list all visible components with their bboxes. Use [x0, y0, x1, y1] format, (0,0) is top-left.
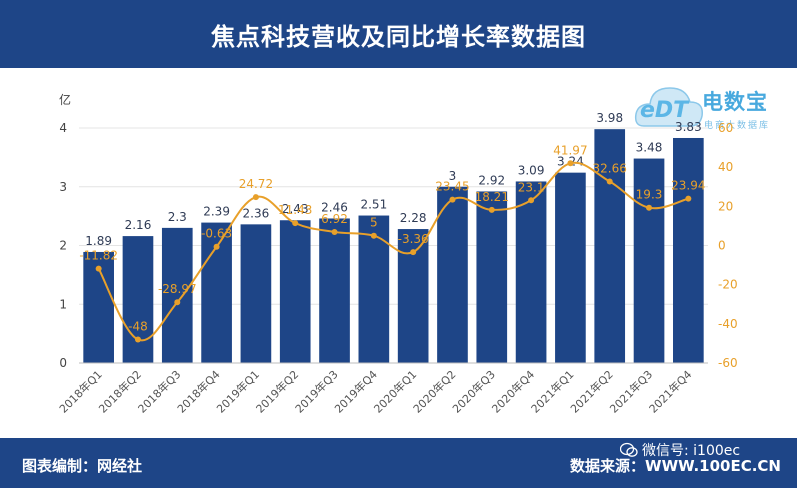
bar [515, 181, 547, 363]
y-axis-tick-label: 1 [59, 297, 67, 311]
bar [161, 227, 193, 363]
growth-value-label: 18.21 [475, 190, 509, 204]
y-axis-tick-label: 4 [59, 121, 67, 135]
growth-point [174, 299, 181, 306]
growth-value-label: 6.92 [321, 212, 348, 226]
bar-value-label: 3.83 [675, 120, 702, 134]
logo-mark: eDT [640, 98, 689, 123]
y2-axis-tick-label: 60 [718, 121, 733, 135]
footer-source: 数据来源：WWW.100EC.CN [570, 457, 781, 475]
growth-value-label: 23.45 [435, 180, 469, 194]
chart-canvas: 0 1 2 3 4 亿 -60 -40 -20 0 20 40 60 1.89 2.16 2.3 2.39 2.3… [56, 92, 738, 416]
growth-point [606, 178, 613, 185]
y2-axis-tick-label: -40 [718, 317, 738, 331]
growth-value-label: -11.82 [79, 249, 118, 263]
bar-value-label: 2.36 [243, 206, 270, 220]
logo-subtitle: 电商大数据库 [704, 121, 771, 131]
wechat-icon [620, 442, 638, 457]
growth-line [97, 161, 689, 342]
bar-value-label: 2.16 [125, 218, 152, 232]
growth-point [95, 265, 102, 272]
growth-point [488, 206, 495, 213]
growth-value-label: 24.72 [239, 177, 273, 191]
bar [633, 158, 665, 363]
bar-value-label: 2.51 [360, 198, 387, 212]
growth-point [449, 196, 456, 203]
footer-credit: 图表编制：网经社 [22, 457, 143, 475]
edt-logo: eDT 电数宝 电商大数据库 [632, 74, 792, 138]
growth-point [134, 336, 141, 343]
bar [437, 186, 468, 363]
y2-axis-tick-label: -20 [718, 278, 738, 292]
growth-value-label: 41.97 [553, 143, 587, 157]
growth-point [292, 220, 299, 227]
chart-footer: 图表编制：网经社 数据来源：WWW.100EC.CN [0, 438, 797, 488]
growth-point [331, 228, 338, 235]
growth-value-label: 23.1 [518, 180, 545, 194]
growth-value-label: 32.66 [593, 162, 627, 176]
bar [122, 236, 154, 363]
y-axis-title: 亿 [59, 92, 71, 107]
bar [594, 129, 626, 363]
growth-value-label: -48 [128, 320, 148, 334]
bar-value-label: 2.3 [168, 210, 187, 224]
bar-value-label: 2.39 [203, 205, 230, 219]
y2-axis-tick-label: 0 [718, 239, 726, 253]
bar-value-label: 3.09 [518, 163, 545, 177]
y-axis-tick-label: 2 [59, 239, 67, 253]
wechat-badge: 微信号: i100ec [620, 440, 740, 460]
chart-header: 焦点科技营收及同比增长率数据图 [0, 0, 797, 68]
bar [319, 218, 350, 363]
logo-brand: 电数宝 [702, 90, 768, 114]
bar [240, 224, 272, 363]
growth-point [646, 204, 653, 211]
y2-axis-tick-label: 40 [718, 160, 733, 174]
bar-value-label: 1.89 [85, 234, 112, 248]
bar [476, 191, 508, 363]
growth-point [528, 197, 535, 204]
bar-value-label: 2.46 [321, 200, 348, 214]
bar-value-label: 3.98 [596, 111, 623, 125]
bar-value-label: 3 [449, 169, 457, 183]
growth-value-label: 19.3 [636, 188, 663, 202]
growth-point [567, 160, 574, 167]
y2-axis-tick-label: -60 [718, 356, 738, 370]
growth-point [213, 243, 220, 250]
growth-point [410, 249, 417, 256]
bar-value-label: 3.48 [636, 141, 663, 155]
y2-axis-tick-label: 20 [718, 199, 733, 213]
chart-title: 焦点科技营收及同比增长率数据图 [211, 22, 586, 51]
bar-value-label: 2.92 [478, 173, 505, 187]
growth-value-label: -0.63 [201, 227, 232, 241]
growth-value-label: -28.97 [158, 282, 197, 296]
y-axis-tick-label: 0 [59, 356, 67, 370]
growth-point [685, 195, 692, 202]
growth-value-label: -3.36 [398, 232, 429, 246]
bar [673, 137, 704, 363]
x-axis-tick-label: 2021年Q4 [646, 367, 695, 416]
growth-value-label: 23.94 [671, 179, 705, 193]
y-axis-tick-label: 3 [59, 180, 67, 194]
growth-value-label: 5 [370, 216, 378, 230]
bar [279, 220, 311, 363]
growth-value-label: 11.43 [278, 203, 312, 217]
growth-point [252, 194, 259, 201]
bar-value-label: 2.43 [282, 202, 309, 216]
wechat-label: 微信号: i100ec [642, 443, 741, 459]
bar [555, 172, 586, 363]
bar-value-label: 2.28 [400, 211, 427, 225]
cloud-icon [634, 87, 703, 127]
bar [201, 222, 232, 363]
growth-point [370, 232, 377, 239]
